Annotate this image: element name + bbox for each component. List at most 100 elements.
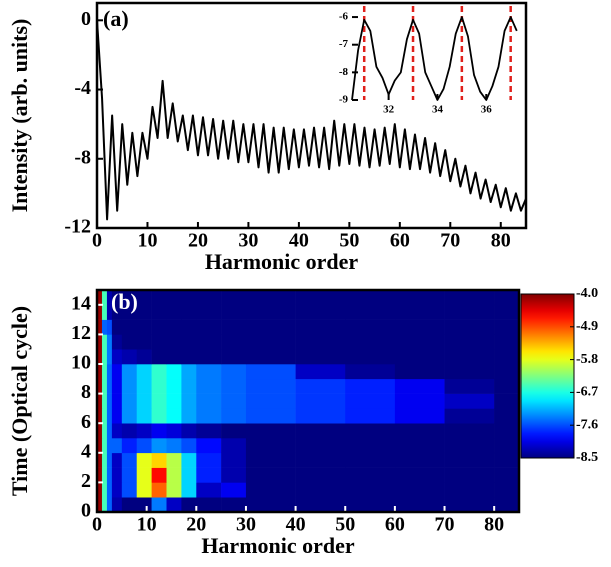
heat-cell xyxy=(494,467,520,483)
y-axis-title: Time (Optical cycle) xyxy=(7,306,32,496)
colorbar-label: -4.0 xyxy=(576,286,598,301)
heat-cell xyxy=(345,423,396,439)
heat-cell xyxy=(444,497,495,513)
heat-cell xyxy=(151,319,167,335)
heat-cell xyxy=(97,304,103,320)
spectrum-line xyxy=(96,20,527,221)
x-axis-title: Harmonic order xyxy=(201,533,355,558)
heat-cell xyxy=(221,482,247,498)
heat-cell xyxy=(394,349,445,365)
heat-cell xyxy=(166,438,182,454)
heat-cell xyxy=(295,378,346,394)
heat-cell xyxy=(166,467,182,483)
heat-cell xyxy=(121,334,138,350)
heat-cell xyxy=(151,452,167,468)
heat-cell xyxy=(221,349,247,365)
heat-cell xyxy=(97,408,103,424)
heat-cell xyxy=(136,452,152,468)
heat-cell xyxy=(121,497,138,513)
y-tick-label: 10 xyxy=(71,352,91,374)
heat-cell xyxy=(345,334,396,350)
heat-cell xyxy=(151,408,167,424)
x-tick-label: 50 xyxy=(339,230,359,252)
heat-cell xyxy=(121,452,138,468)
heat-cell xyxy=(111,452,123,468)
heat-cell xyxy=(151,497,167,513)
heat-cell xyxy=(106,423,113,439)
heat-cell xyxy=(111,467,123,483)
heat-cell xyxy=(121,319,138,335)
heat-cell xyxy=(121,482,138,498)
heat-cell xyxy=(151,349,167,365)
heat-cell xyxy=(345,364,396,380)
heat-cell xyxy=(196,497,222,513)
heat-cell xyxy=(394,423,445,439)
heat-cell xyxy=(345,467,396,483)
heat-cell xyxy=(97,393,103,409)
heat-cell xyxy=(394,482,445,498)
heat-cell xyxy=(196,408,222,424)
heat-cell xyxy=(106,349,113,365)
heat-cell xyxy=(136,319,152,335)
heat-cell xyxy=(97,378,103,394)
heat-cell xyxy=(106,452,113,468)
heat-cell xyxy=(345,482,396,498)
y-axis-title: Intensity (arb. units) xyxy=(7,19,32,213)
y-tick-label: -6 xyxy=(339,11,349,23)
heat-cell xyxy=(106,304,113,320)
x-tick-label: 20 xyxy=(186,514,206,536)
heat-cell xyxy=(97,319,103,335)
heat-cell xyxy=(106,467,113,483)
x-tick-label: 40 xyxy=(286,514,306,536)
heat-cell xyxy=(181,304,197,320)
y-tick-label: 8 xyxy=(81,381,91,403)
heat-cell xyxy=(111,290,123,306)
heat-cell xyxy=(181,423,197,439)
heat-cell xyxy=(111,423,123,439)
x-tick-label: 70 xyxy=(440,230,460,252)
heat-cell xyxy=(494,290,520,306)
heat-cell xyxy=(394,438,445,454)
heat-cell xyxy=(394,497,445,513)
heat-cell xyxy=(181,467,197,483)
panel-label: (a) xyxy=(103,6,129,31)
x-tick-label: 30 xyxy=(238,230,258,252)
heat-cell xyxy=(295,452,346,468)
heat-cell xyxy=(221,290,247,306)
heat-cell xyxy=(106,364,113,380)
heat-cell xyxy=(181,497,197,513)
heat-cell xyxy=(101,438,108,454)
heat-cell xyxy=(166,378,182,394)
colorbar-label: -6.7 xyxy=(576,385,598,400)
heat-cell xyxy=(166,408,182,424)
heat-cell xyxy=(494,482,520,498)
heat-cell xyxy=(121,467,138,483)
heat-cell xyxy=(151,438,167,454)
colorbar xyxy=(520,293,575,459)
heat-cell xyxy=(151,334,167,350)
y-tick-label: -7 xyxy=(339,38,349,50)
heat-cell xyxy=(97,290,103,306)
heat-cell xyxy=(106,408,113,424)
heat-cell xyxy=(295,290,346,306)
x-tick-label: 70 xyxy=(435,514,455,536)
x-tick-label: 0 xyxy=(92,514,102,536)
heat-cell xyxy=(394,378,445,394)
heat-cell xyxy=(181,408,197,424)
heat-cell xyxy=(136,378,152,394)
heat-cell xyxy=(295,497,346,513)
heat-cell xyxy=(444,349,495,365)
x-axis-title: Harmonic order xyxy=(205,249,359,274)
heat-cell xyxy=(166,364,182,380)
heat-cell xyxy=(101,364,108,380)
heat-cell xyxy=(181,378,197,394)
x-tick-label: 50 xyxy=(335,514,355,536)
heat-cell xyxy=(196,452,222,468)
heat-cell xyxy=(111,304,123,320)
heat-cell xyxy=(111,319,123,335)
y-tick-label: 0 xyxy=(81,8,91,30)
heat-cell xyxy=(444,393,495,409)
heat-cell xyxy=(444,304,495,320)
heat-cell xyxy=(295,349,346,365)
heat-cell xyxy=(136,467,152,483)
